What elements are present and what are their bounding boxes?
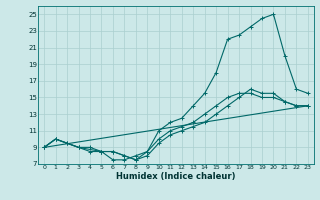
X-axis label: Humidex (Indice chaleur): Humidex (Indice chaleur)	[116, 172, 236, 181]
